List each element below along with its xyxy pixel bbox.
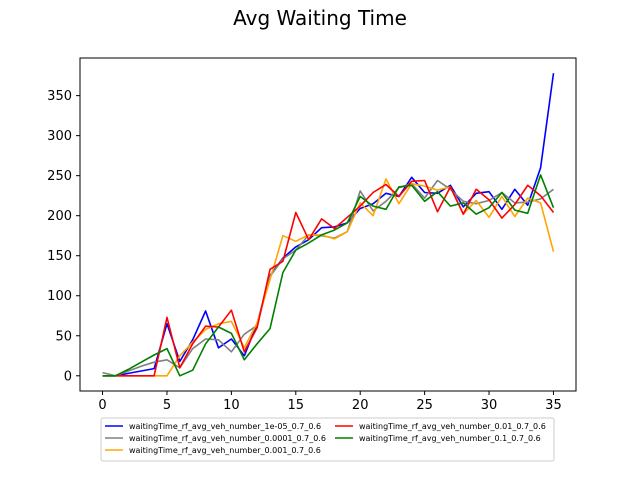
legend-label: waitingTime_rf_avg_veh_number_1e-05_0.7_… bbox=[129, 422, 321, 431]
y-tick-label: 50 bbox=[55, 329, 72, 344]
x-tick-label: 5 bbox=[163, 398, 171, 413]
series-lines bbox=[102, 73, 555, 377]
legend-label: waitingTime_rf_avg_veh_number_0.001_0.7_… bbox=[129, 446, 321, 455]
legend-label: waitingTime_rf_avg_veh_number_0.1_0.7_0.… bbox=[359, 434, 541, 443]
legend-label: waitingTime_rf_avg_veh_number_0.01_0.7_0… bbox=[359, 422, 546, 431]
x-tick-label: 35 bbox=[545, 398, 562, 413]
legend-box bbox=[100, 417, 555, 462]
plot-frame bbox=[79, 57, 577, 392]
y-tick-label: 250 bbox=[47, 169, 72, 184]
series-line-5 bbox=[102, 174, 555, 377]
y-tick-label: 150 bbox=[47, 249, 72, 264]
y-tick-label: 200 bbox=[47, 209, 72, 224]
x-tick-label: 25 bbox=[416, 398, 433, 413]
x-tick-label: 0 bbox=[98, 398, 106, 413]
y-tick-label: 350 bbox=[47, 89, 72, 104]
x-tick-label: 20 bbox=[352, 398, 369, 413]
y-tick-label: 300 bbox=[47, 129, 72, 144]
x-tick-label: 15 bbox=[288, 398, 305, 413]
chart-title: Avg Waiting Time bbox=[233, 6, 407, 30]
legend: waitingTime_rf_avg_veh_number_1e-05_0.7_… bbox=[100, 417, 555, 462]
series-line-4 bbox=[102, 179, 555, 377]
y-tick-label: 0 bbox=[64, 369, 72, 384]
y-tick-label: 100 bbox=[47, 289, 72, 304]
x-tick-label: 30 bbox=[481, 398, 498, 413]
series-line-1 bbox=[102, 73, 555, 377]
x-tick-label: 10 bbox=[223, 398, 240, 413]
legend-label: waitingTime_rf_avg_veh_number_0.0001_0.7… bbox=[129, 434, 326, 443]
